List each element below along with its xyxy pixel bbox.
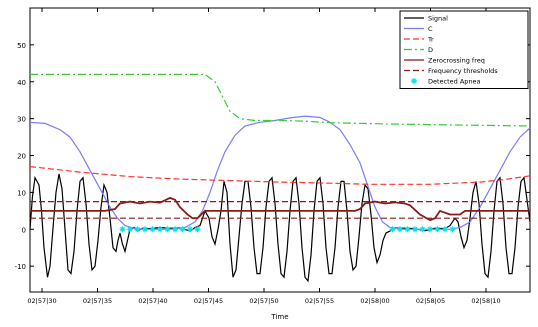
series-marker-detected-apnea [194, 226, 201, 233]
series-marker-detected-apnea [119, 226, 126, 233]
legend-label: Detected Apnea [428, 78, 481, 86]
series-marker-detected-apnea [419, 226, 426, 233]
legend-label: C [428, 25, 433, 33]
series-marker-detected-apnea [149, 226, 156, 233]
series-marker-detected-apnea [134, 226, 141, 233]
legend-label: Signal [428, 15, 448, 23]
x-tick-label: 02|58|00 [360, 297, 389, 305]
series-marker-detected-apnea [397, 226, 403, 233]
y-tick-label: -10 [15, 263, 26, 271]
series-group [29, 73, 531, 283]
legend-label: Zerocrossing freq [428, 57, 485, 65]
series-marker-detected-apnea [157, 226, 163, 233]
legend: Signal C Tr D Zerocrossing freq Frequency thr… [399, 10, 529, 89]
x-tick-label: 02|57|45 [194, 297, 223, 305]
legend-swatch [411, 78, 417, 84]
y-tick-label: 0 [22, 226, 26, 234]
series-marker-detected-apnea [449, 226, 456, 233]
series-marker-detected-apnea [142, 226, 148, 233]
axis-ticks: -10 0 10 20 30 40 50 02|57|30 02|57|35 02|57|40 02… [15, 8, 530, 305]
x-tick-label: 02|58|10 [471, 297, 500, 305]
series-marker-detected-apnea [179, 226, 186, 233]
y-tick-label: 10 [17, 189, 26, 197]
legend-label: Tr [427, 36, 434, 44]
legend-label: D [428, 46, 433, 54]
x-tick-label: 02|57|35 [83, 297, 112, 305]
series-marker-detected-apnea [442, 226, 448, 233]
y-tick-label: 40 [17, 79, 26, 87]
series-line-d [30, 73, 531, 127]
series-marker-detected-apnea [389, 226, 396, 233]
x-axis-label: Time [270, 313, 288, 321]
series-marker-detected-apnea [434, 226, 441, 233]
series-marker-detected-apnea [404, 226, 411, 233]
series-marker-detected-apnea [427, 226, 433, 233]
series-marker-detected-apnea [187, 226, 193, 233]
y-tick-label: 50 [17, 42, 26, 50]
x-tick-label: 02|57|50 [249, 297, 278, 305]
series-marker-detected-apnea [127, 226, 133, 233]
series-marker-detected-apnea [412, 226, 418, 233]
x-tick-label: 02|57|30 [27, 297, 56, 305]
x-tick-label: 02|57|40 [138, 297, 167, 305]
x-tick-label: 02|58|05 [416, 297, 445, 305]
y-tick-label: 30 [17, 116, 26, 124]
series-line-tr [29, 166, 531, 185]
series-marker-detected-apnea [172, 226, 178, 233]
x-tick-label: 02|57|55 [305, 297, 334, 305]
y-tick-label: 20 [17, 153, 26, 161]
series-line-signal [29, 173, 531, 283]
legend-label: Frequency thresholds [428, 67, 498, 75]
series-marker-detected-apnea [164, 226, 171, 233]
